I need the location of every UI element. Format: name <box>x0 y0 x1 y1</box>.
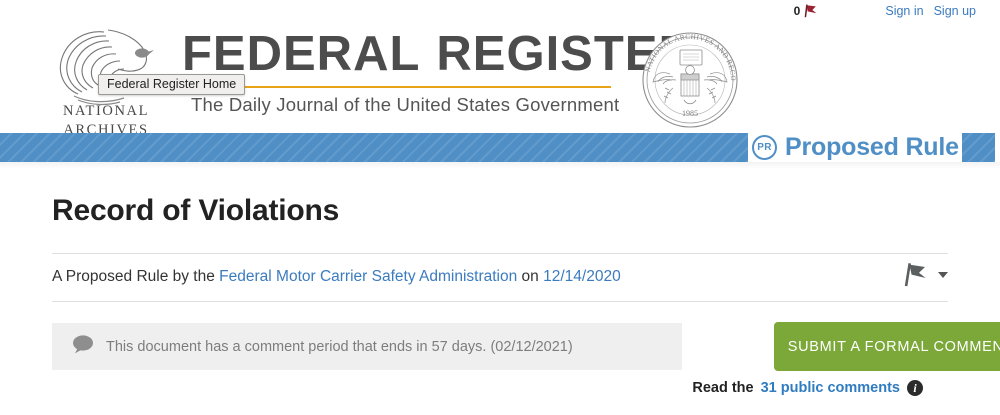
flag-count-value: 0 <box>793 4 801 18</box>
account-bar: 0 Sign in Sign up <box>0 0 1000 22</box>
speech-bubble-icon <box>72 334 94 359</box>
federal-register-home-tooltip: Federal Register Home <box>98 74 246 95</box>
proposed-rule-label: Proposed Rule <box>785 133 959 161</box>
agency-link[interactable]: Federal Motor Carrier Safety Administrat… <box>219 268 518 285</box>
comment-period-notice: This document has a comment period that … <box>52 323 682 370</box>
submit-formal-comment-button[interactable]: SUBMIT A FORMAL COMMENT <box>774 322 1000 371</box>
proposed-rule-badge-icon: PR <box>752 135 777 160</box>
document-header: Record of Violations A Proposed Rule by … <box>0 169 1000 397</box>
read-public-comments: Read the 31 public comments i <box>692 380 923 396</box>
sign-up-link[interactable]: Sign up <box>933 3 976 18</box>
flag-icon <box>804 4 819 18</box>
band-stripe-right <box>962 133 995 162</box>
masthead-gold-rule <box>183 86 611 88</box>
masthead-tagline: The Daily Journal of the United States G… <box>191 94 620 115</box>
nara-word-line1: NATIONAL <box>62 103 150 119</box>
info-icon[interactable]: i <box>907 380 923 396</box>
byline-prefix: A Proposed Rule by the <box>52 268 215 285</box>
site-masthead: NATIONAL ARCHIVES FEDERAL REGISTER The Da… <box>0 14 1000 138</box>
byline-on: on <box>521 268 539 285</box>
flag-document-control[interactable] <box>904 262 948 288</box>
nara-seal-icon: NATIONAL ARCHIVES AND RECORDS ADMINISTRA… <box>640 30 738 128</box>
wordmark-federal: FEDERAL <box>182 27 421 81</box>
read-comments-prefix: Read the <box>692 380 754 396</box>
publication-date-link[interactable]: 12/14/2020 <box>543 268 621 285</box>
flag-icon-svg <box>804 4 817 18</box>
band-stripe-left <box>0 133 748 162</box>
band-shadow <box>0 162 1000 169</box>
page-title: Record of Violations <box>52 194 340 227</box>
flagged-documents-indicator[interactable]: 0 <box>794 4 820 18</box>
federal-register-wordmark[interactable]: FEDERAL REGISTER <box>182 30 695 79</box>
public-comments-link[interactable]: 31 public comments <box>760 380 900 396</box>
comment-period-text: This document has a comment period that … <box>106 338 573 355</box>
comment-period-row: This document has a comment period that … <box>52 301 1000 397</box>
document-type-band: PR Proposed Rule <box>0 133 1000 162</box>
seal-year-text: 1985 <box>682 109 698 118</box>
national-archives-eagle-icon[interactable] <box>52 26 156 108</box>
chevron-down-icon <box>938 272 948 278</box>
sign-in-link[interactable]: Sign in <box>885 3 924 18</box>
flag-icon <box>904 263 926 287</box>
byline: A Proposed Rule by the Federal Motor Car… <box>52 268 621 286</box>
speech-bubble-icon-svg <box>73 335 93 354</box>
proposed-rule-label-group[interactable]: PR Proposed Rule <box>752 133 959 162</box>
byline-row: A Proposed Rule by the Federal Motor Car… <box>52 253 948 301</box>
